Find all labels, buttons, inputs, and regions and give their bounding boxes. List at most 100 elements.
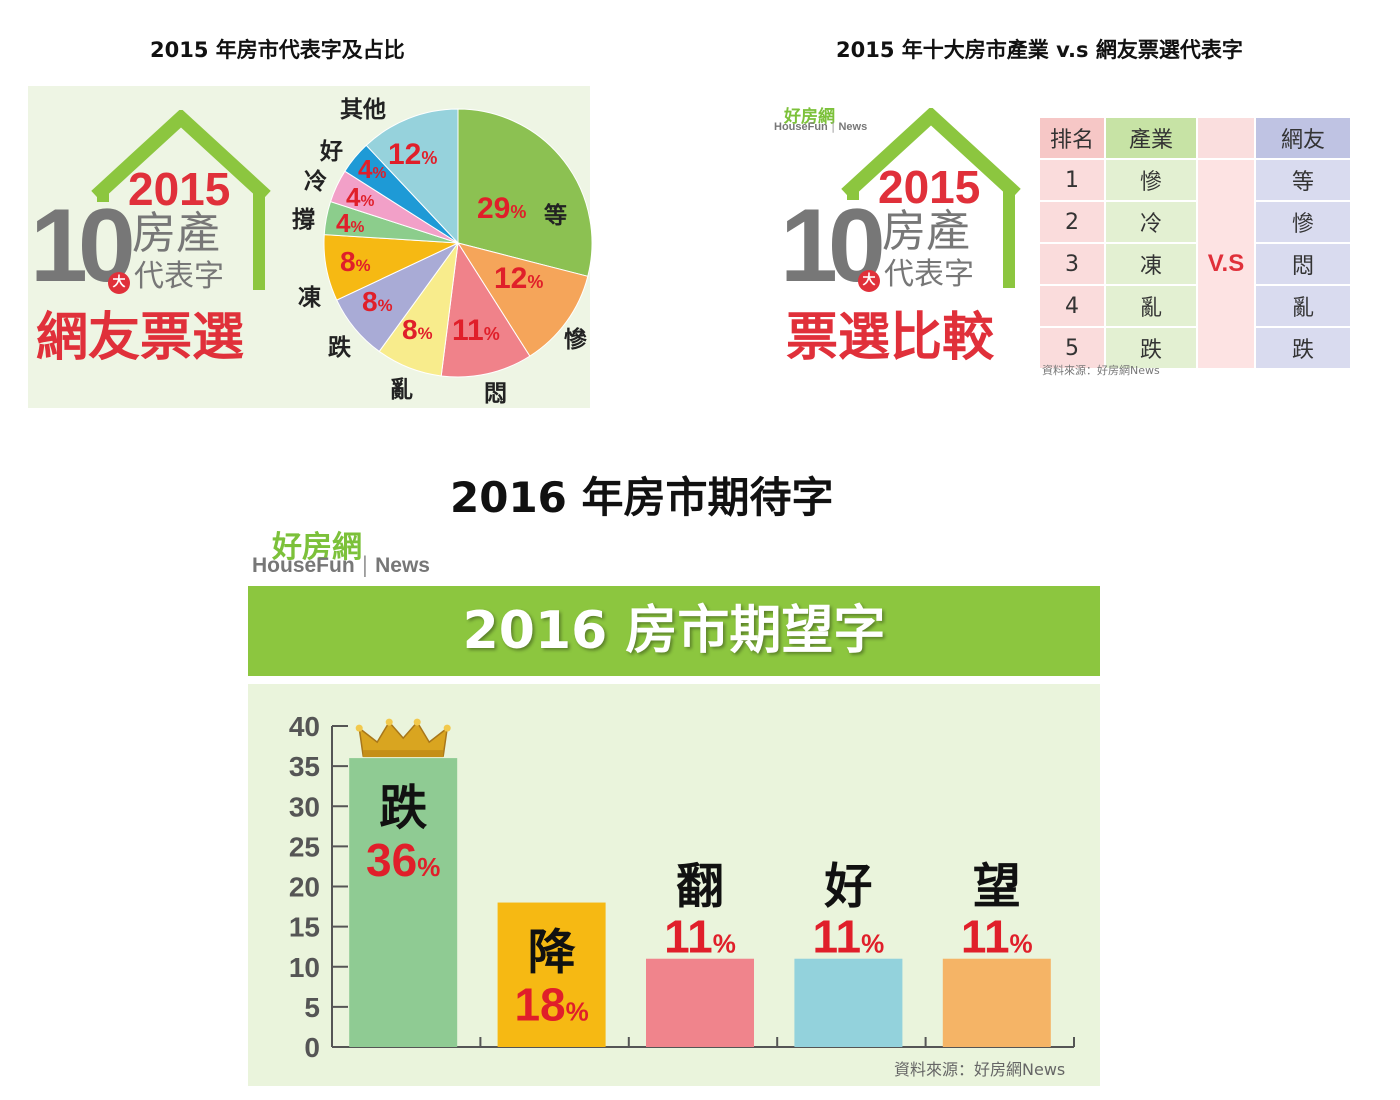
y-tick-label: 15 xyxy=(289,912,320,943)
badge2-line2: 代表字 xyxy=(884,257,974,292)
bar xyxy=(497,902,606,1047)
table-row: 2 冷 慘 xyxy=(1040,202,1352,244)
rank-cell: 1 xyxy=(1040,160,1106,202)
slice-pct-die: 8% xyxy=(362,286,393,317)
pie-slice xyxy=(440,241,531,378)
bar-panel-title: 2016 年房市期待字 xyxy=(450,473,834,522)
slice-label-other: 其他 xyxy=(340,97,386,123)
badge2-circle: 大 xyxy=(858,270,880,292)
slice-pct-deng: 29% xyxy=(477,192,527,225)
industry-cell: 凍 xyxy=(1106,244,1198,286)
bar-value-label: 18% xyxy=(514,979,588,1031)
rank-cell: 5 xyxy=(1040,328,1106,370)
bar xyxy=(646,958,754,1047)
logo-cn-large: 好房網 xyxy=(272,530,362,565)
y-tick-label: 20 xyxy=(289,872,320,903)
table-header-row: 排名 產業 網友 xyxy=(1040,118,1352,160)
y-tick-label: 35 xyxy=(289,751,320,782)
table-source: 資料來源：好房網News xyxy=(1042,364,1160,377)
industry-cell: 冷 xyxy=(1106,202,1198,244)
house-roof-icon xyxy=(91,110,271,290)
table-row: 4 亂 亂 xyxy=(1040,286,1352,328)
header-rank: 排名 xyxy=(1040,118,1106,160)
pie-panel-title: 2015 年房市代表字及占比 xyxy=(150,38,405,62)
slice-label-leng: 冷 xyxy=(304,169,327,195)
y-tick-label: 40 xyxy=(289,711,320,742)
header-netizen: 網友 xyxy=(1256,118,1352,160)
slice-pct-cheng: 4% xyxy=(336,208,365,238)
bar-category-label: 翻 xyxy=(676,859,724,915)
header-industry: 產業 xyxy=(1106,118,1198,160)
slice-pct-other: 12% xyxy=(388,138,438,171)
y-tick-label: 25 xyxy=(289,831,320,862)
crown-icon xyxy=(355,718,451,758)
badge-caption: 網友票選 xyxy=(36,308,245,368)
y-tick-label: 10 xyxy=(289,952,320,983)
house-roof-icon-2 xyxy=(841,108,1021,288)
header-vs-spacer xyxy=(1198,118,1256,160)
slice-pct-hao: 4% xyxy=(358,154,387,184)
slice-label-men: 悶 xyxy=(484,381,507,407)
slice-label-can: 慘 xyxy=(564,327,587,353)
badge-line1: 房產 xyxy=(132,208,220,259)
slice-label-dong: 凍 xyxy=(298,285,321,311)
badge2-line1: 房產 xyxy=(882,206,970,257)
badge-circle: 大 xyxy=(108,272,130,294)
slice-pct-can: 12% xyxy=(494,262,544,295)
netizen-cell: 跌 xyxy=(1256,328,1352,370)
slice-pct-leng: 4% xyxy=(346,182,375,212)
comparison-table: 排名 產業 網友 1 慘 V.S 等 2 冷 慘 3 凍 悶 4 亂 亂 5 跌… xyxy=(1040,118,1352,370)
rank-cell: 2 xyxy=(1040,202,1106,244)
bar-source: 資料來源：好房網News xyxy=(894,1060,1066,1079)
slice-pct-men: 11% xyxy=(452,314,500,347)
vs-label: V.S xyxy=(1198,160,1256,370)
bar-category-label: 跌 xyxy=(379,780,427,836)
slice-label-die: 跌 xyxy=(328,335,351,361)
bar-value-label: 11% xyxy=(664,911,736,963)
bar-banner: 2016 房市期望字 xyxy=(248,586,1100,676)
badge-year: 2015 xyxy=(128,163,231,215)
bar xyxy=(349,758,458,1047)
pie-slice xyxy=(457,108,593,277)
bar-value-label: 11% xyxy=(961,911,1033,963)
slice-label-luan: 亂 xyxy=(390,377,413,403)
netizen-cell: 等 xyxy=(1256,160,1352,202)
table-row: 3 凍 悶 xyxy=(1040,244,1352,286)
table-panel-title: 2015 年十大房市產業 v.s 網友票選代表字 xyxy=(836,38,1243,62)
y-tick-label: 30 xyxy=(289,791,320,822)
bar xyxy=(942,958,1051,1047)
slice-label-cheng: 撐 xyxy=(292,207,315,233)
netizen-cell: 悶 xyxy=(1256,244,1352,286)
y-tick-label: 0 xyxy=(304,1032,320,1063)
netizen-cell: 亂 xyxy=(1256,286,1352,328)
netizen-cell: 慘 xyxy=(1256,202,1352,244)
slice-pct-luan: 8% xyxy=(402,314,433,345)
table-row: 1 慘 V.S 等 xyxy=(1040,160,1352,370)
badge-line2: 代表字 xyxy=(134,259,224,294)
slice-label-hao: 好 xyxy=(320,139,343,165)
rank-cell: 4 xyxy=(1040,286,1106,328)
industry-cell: 慘 xyxy=(1106,160,1198,202)
pie-slice xyxy=(456,242,589,357)
bar xyxy=(794,958,903,1047)
bar-category-label: 好 xyxy=(823,859,872,915)
pie-chart xyxy=(323,108,593,378)
industry-cell: 跌 xyxy=(1106,328,1198,370)
industry-cell: 亂 xyxy=(1106,286,1198,328)
y-tick-label: 5 xyxy=(304,992,320,1023)
table-row: 5 跌 跌 xyxy=(1040,328,1352,370)
bar-value-label: 36% xyxy=(366,834,440,886)
bar-value-label: 11% xyxy=(813,911,885,963)
badge2-year: 2015 xyxy=(878,161,981,213)
pie-slice xyxy=(365,108,459,245)
logo-cn-small: 好房網 xyxy=(784,107,835,127)
slice-pct-dong: 8% xyxy=(340,246,371,277)
bar-category-label: 望 xyxy=(973,859,1021,915)
logo-en-large: HouseFun | News xyxy=(252,553,430,577)
logo-en-small: HouseFun | News xyxy=(774,120,868,133)
bar-category-label: 降 xyxy=(528,925,577,981)
slice-label-deng: 等 xyxy=(544,203,567,229)
rank-cell: 3 xyxy=(1040,244,1106,286)
badge2-caption: 票選比較 xyxy=(786,308,995,368)
